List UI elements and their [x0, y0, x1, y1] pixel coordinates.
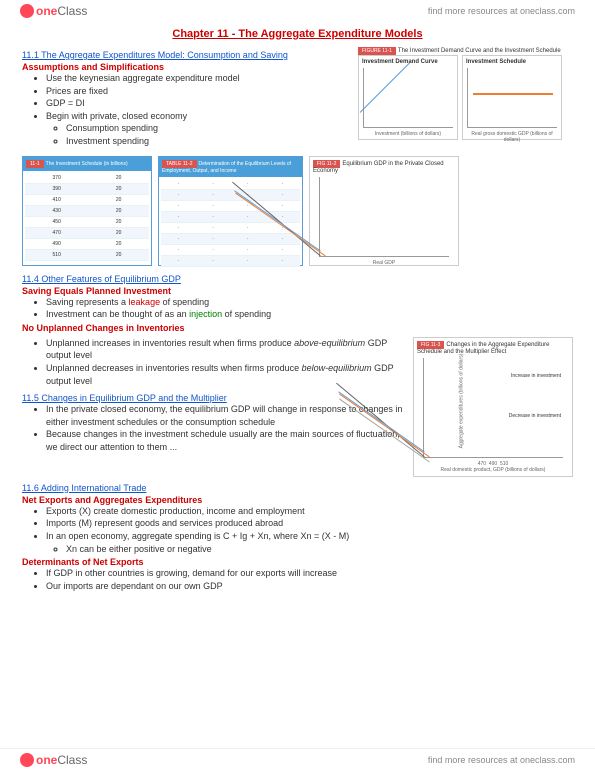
footer: oneClass find more resources at oneclass… [0, 748, 595, 770]
list-item: Unplanned increases in inventories resul… [46, 337, 405, 362]
list-item: Xn can be either positive or negative [66, 543, 573, 556]
investment-demand-chart: Investment Demand Curve Investment (bill… [358, 55, 458, 140]
list-item: Saving represents a leakage of spending [46, 296, 573, 309]
section-5-list: In the private closed economy, the equil… [46, 403, 405, 453]
investment-schedule-chart: Investment Schedule Real gross domestic … [462, 55, 562, 140]
list-item: Unplanned decreases in inventories resul… [46, 362, 405, 387]
section-4-list2: Unplanned increases in inventories resul… [46, 337, 405, 387]
section-4-5-row: Unplanned increases in inventories resul… [22, 337, 573, 477]
list-item: GDP = DI [46, 97, 350, 110]
figure-11-1: FIGURE 11-1The Investment Demand Curve a… [358, 44, 573, 140]
section-1-head: Assumptions and Simplifications [22, 62, 350, 72]
section-4-link[interactable]: 11.4 Other Features of Equilibrium GDP [22, 274, 573, 284]
page-title: Chapter 11 - The Aggregate Expenditure M… [22, 28, 573, 40]
list-item: In an open economy, aggregate spending i… [46, 530, 573, 555]
list-item: Consumption spending [66, 122, 350, 135]
list-item: Because changes in the investment schedu… [46, 428, 405, 453]
section-4-list1: Saving represents a leakage of spending … [46, 296, 573, 321]
figure-11-2: FIG 11-2Equilibrium GDP in the Private C… [309, 156, 459, 266]
section-4-head2: No Unplanned Changes in Inventories [22, 323, 573, 333]
list-item: Investment can be thought of as an injec… [46, 308, 573, 321]
section-1-link[interactable]: 11.1 The Aggregate Expenditures Model: C… [22, 50, 350, 60]
find-more-link[interactable]: find more resources at oneclass.com [428, 6, 575, 16]
footer-logo: oneClass [20, 753, 87, 767]
section-6-list1: Exports (X) create domestic production, … [46, 505, 573, 555]
logo-icon [20, 4, 34, 18]
list-item: Prices are fixed [46, 85, 350, 98]
list-item: Use the keynesian aggregate expenditure … [46, 72, 350, 85]
section-4-head1: Saving Equals Planned Investment [22, 286, 573, 296]
section-6-link[interactable]: 11.6 Adding International Trade [22, 483, 573, 493]
table-11-1: 11-1The Investment Schedule (in billions… [22, 156, 152, 266]
section-6-head2: Determinants of Net Exports [22, 557, 573, 567]
logo-text: oneClass [36, 4, 87, 18]
table-11-2: TABLE 11-2Determination of the Equilibri… [158, 156, 303, 266]
section-1-row: 11.1 The Aggregate Expenditures Model: C… [22, 44, 573, 148]
figure-11-3: FIG 11-3Changes in the Aggregate Expendi… [413, 337, 573, 477]
footer-find-more-link[interactable]: find more resources at oneclass.com [428, 755, 575, 765]
logo: oneClass [20, 4, 87, 18]
section-1-text: 11.1 The Aggregate Expenditures Model: C… [22, 44, 350, 148]
list-item: Exports (X) create domestic production, … [46, 505, 573, 518]
chart-tag: FIGURE 11-1 [358, 47, 396, 55]
section-6-list2: If GDP in other countries is growing, de… [46, 567, 573, 592]
tables-row: 11-1The Investment Schedule (in billions… [22, 156, 573, 266]
logo-text: oneClass [36, 753, 87, 767]
section-1-list: Use the keynesian aggregate expenditure … [46, 72, 350, 148]
list-item: Investment spending [66, 135, 350, 148]
logo-icon [20, 753, 34, 767]
chart-title: The Investment Demand Curve and the Inve… [398, 48, 561, 54]
header: oneClass find more resources at oneclass… [0, 0, 595, 22]
list-item: Imports (M) represent goods and services… [46, 517, 573, 530]
section-6-head1: Net Exports and Aggregates Expenditures [22, 495, 573, 505]
list-item: If GDP in other countries is growing, de… [46, 567, 573, 580]
list-item: Begin with private, closed economy Consu… [46, 110, 350, 148]
list-item: Our imports are dependant on our own GDP [46, 580, 573, 593]
page-content: Chapter 11 - The Aggregate Expenditure M… [0, 22, 595, 598]
